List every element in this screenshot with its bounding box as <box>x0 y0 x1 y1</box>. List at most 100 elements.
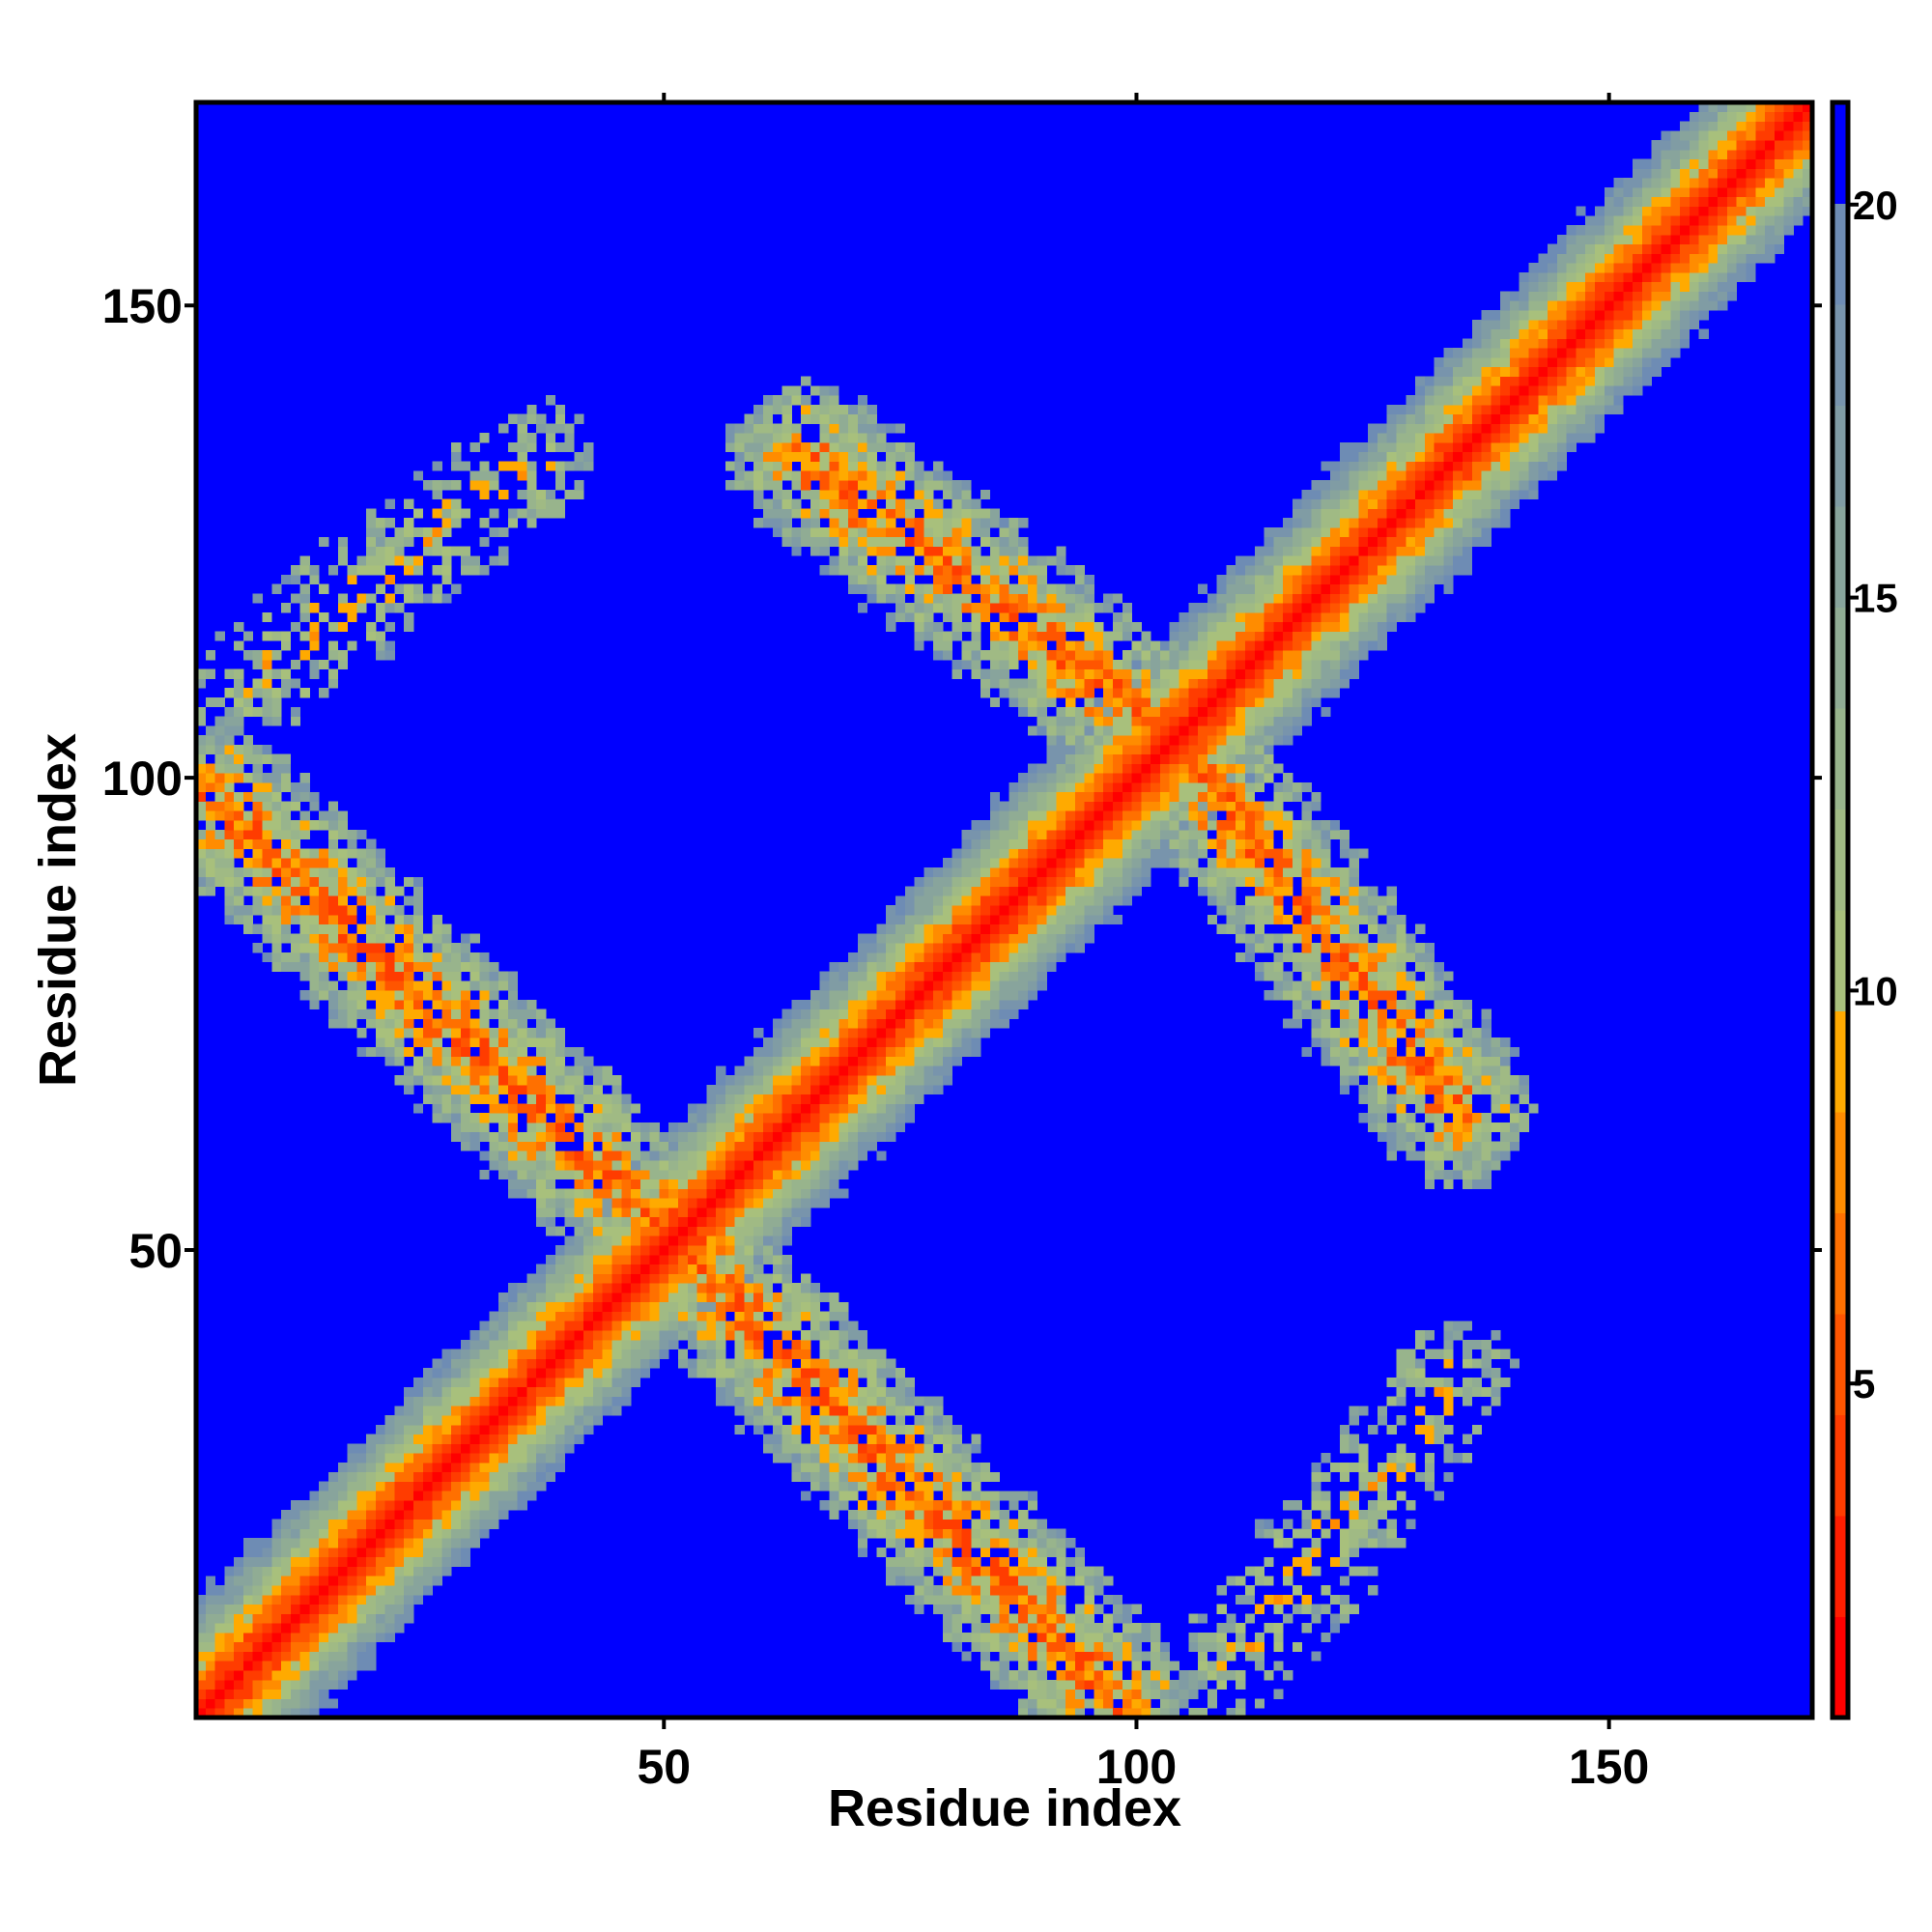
heatmap-cell <box>327 990 339 1001</box>
heatmap-cell <box>290 895 301 906</box>
heatmap-cell <box>460 1548 471 1558</box>
heatmap-cell <box>327 1556 339 1567</box>
heatmap-cell <box>337 1566 348 1577</box>
heatmap-cell <box>1131 1651 1142 1662</box>
heatmap-cell <box>876 536 887 547</box>
heatmap-cell <box>252 848 263 859</box>
heatmap-cell <box>886 1122 896 1133</box>
heatmap-cell <box>337 943 348 953</box>
heatmap-cell <box>753 1254 764 1265</box>
heatmap-cell <box>810 1028 821 1038</box>
heatmap-cell <box>639 1311 651 1321</box>
heatmap-cell <box>810 1198 821 1208</box>
heatmap-cell <box>564 423 575 434</box>
heatmap-cell <box>781 395 792 406</box>
heatmap-cell <box>999 838 1009 849</box>
heatmap-cell <box>867 1141 877 1151</box>
heatmap-cell <box>838 508 849 519</box>
heatmap-cell <box>621 1358 632 1369</box>
heatmap-cell <box>716 1368 726 1378</box>
heatmap-cell <box>574 1216 584 1227</box>
heatmap-cell <box>574 1075 584 1086</box>
heatmap-cell <box>290 820 301 831</box>
heatmap-cell <box>791 1169 802 1180</box>
heatmap-cell <box>602 1131 612 1142</box>
heatmap-cell <box>980 536 991 547</box>
heatmap-cell <box>952 1633 962 1643</box>
heatmap-cell <box>886 451 896 462</box>
heatmap-cell <box>923 508 934 519</box>
heatmap-cell <box>933 933 944 944</box>
heatmap-cell <box>753 1273 764 1284</box>
heatmap-cell <box>838 442 849 453</box>
heatmap-cell <box>989 848 1000 859</box>
heatmap-cell <box>432 1481 442 1492</box>
heatmap-cell <box>971 1538 981 1548</box>
heatmap-cell <box>886 612 896 623</box>
heatmap-cell <box>876 480 887 491</box>
heatmap-cell <box>801 1216 811 1227</box>
heatmap-cell <box>886 489 896 500</box>
heatmap-cell <box>829 1434 839 1444</box>
heatmap-cell <box>895 1491 906 1501</box>
heatmap-cell <box>781 470 792 481</box>
heatmap-cell <box>1122 1698 1132 1709</box>
heatmap-cell <box>290 838 301 849</box>
heatmap-cell <box>394 1623 405 1634</box>
heatmap-cell <box>1009 999 1019 1010</box>
heatmap-cell <box>904 1046 915 1057</box>
heatmap-cell <box>838 1424 849 1435</box>
heatmap-cell <box>716 1254 726 1265</box>
heatmap-cell <box>810 1179 821 1189</box>
heatmap-cell <box>574 1386 584 1397</box>
heatmap-cell <box>441 1471 452 1482</box>
heatmap-cell <box>375 1528 386 1539</box>
heatmap-cell <box>1074 838 1086 849</box>
heatmap-cell <box>631 1216 641 1227</box>
heatmap-cell <box>205 668 215 679</box>
heatmap-cell <box>404 980 414 991</box>
heatmap-cell <box>479 1037 490 1048</box>
heatmap-cell <box>319 858 329 868</box>
heatmap-cell <box>716 1293 726 1303</box>
heatmap-cell <box>271 1623 282 1634</box>
heatmap-cell <box>857 1471 868 1482</box>
heatmap-cell <box>1056 603 1066 613</box>
heatmap-cell <box>517 1386 527 1397</box>
heatmap-cell <box>1074 1556 1086 1567</box>
heatmap-cell <box>734 1141 745 1151</box>
heatmap-cell <box>375 1481 386 1492</box>
heatmap-cell <box>404 1509 414 1520</box>
heatmap-cell <box>319 1604 329 1614</box>
heatmap-cell <box>904 1406 915 1416</box>
heatmap-cell <box>1074 565 1086 576</box>
heatmap-cell <box>1113 1661 1123 1671</box>
heatmap-cell <box>384 1453 395 1463</box>
heatmap-cell <box>479 1169 490 1180</box>
heatmap-cell <box>677 1245 689 1256</box>
heatmap-cell <box>441 1094 452 1104</box>
heatmap-cell <box>1141 688 1151 698</box>
heatmap-cell <box>753 1415 764 1426</box>
heatmap-cell <box>1074 1613 1086 1624</box>
heatmap-cell <box>1018 518 1029 528</box>
heatmap-cell <box>451 1453 462 1463</box>
heatmap-cell <box>309 603 320 613</box>
heatmap-cell <box>1074 876 1086 887</box>
heatmap-cell <box>404 1528 414 1539</box>
heatmap-cell <box>942 583 953 594</box>
heatmap-cell <box>989 1661 1000 1671</box>
heatmap-cell <box>933 631 944 641</box>
heatmap-cell <box>319 1585 329 1596</box>
heatmap-cell <box>489 508 499 519</box>
heatmap-cell <box>848 1491 859 1501</box>
heatmap-cell <box>602 1245 612 1256</box>
heatmap-cell <box>886 461 896 471</box>
heatmap-cell <box>621 1386 632 1397</box>
heatmap-cell <box>1084 1594 1094 1605</box>
heatmap-cell <box>781 508 792 519</box>
heatmap-cell <box>867 933 877 944</box>
heatmap-cell <box>781 1264 792 1274</box>
heatmap-cell <box>252 1679 263 1690</box>
heatmap-cell <box>639 1339 651 1350</box>
